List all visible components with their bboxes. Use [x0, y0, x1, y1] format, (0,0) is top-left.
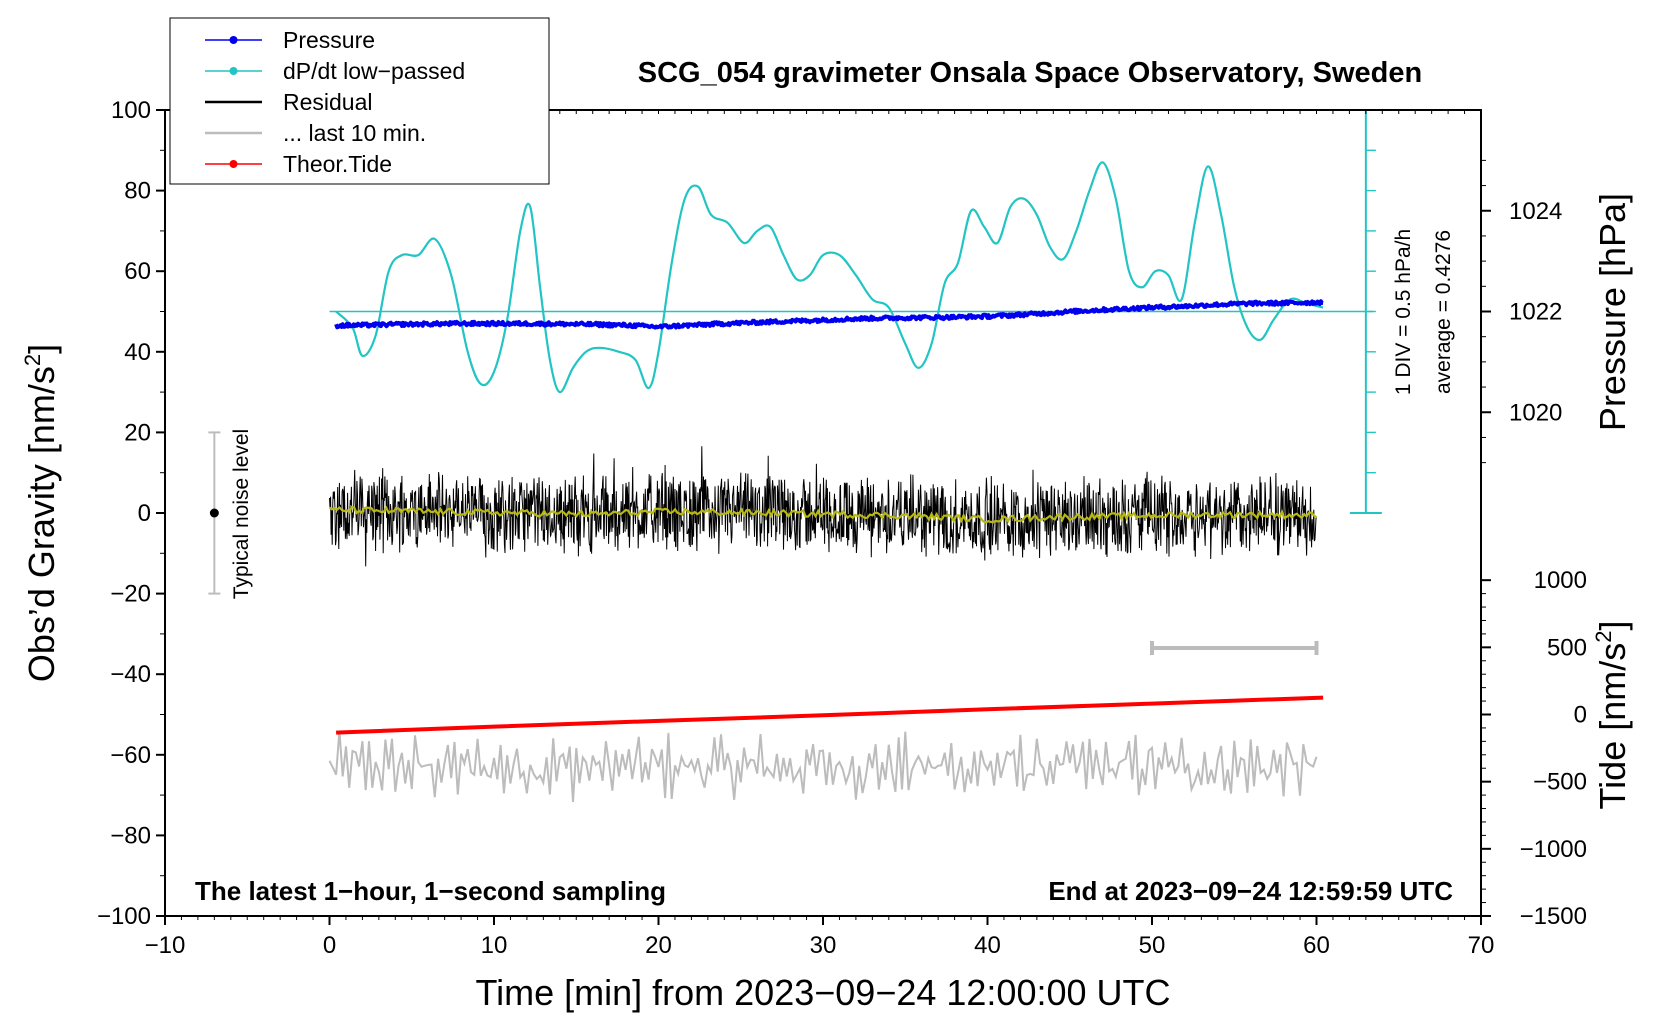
- legend-marker-0: [229, 36, 238, 44]
- bottom-right-note: End at 2023−09−24 12:59:59 UTC: [1048, 876, 1453, 906]
- residual-series-line: [329, 446, 1317, 567]
- pressure-series-layer: [334, 299, 1324, 330]
- average-note: average = 0.4276: [1432, 230, 1455, 394]
- x-axis-title: Time [min] from 2023−09−24 12:00:00 UTC: [475, 972, 1170, 1013]
- noise-level-layer: [208, 431, 221, 595]
- tide-tick-label-1: 500: [1547, 634, 1587, 661]
- y-tick-label-6: −20: [110, 581, 151, 608]
- x-tick-label-2: 10: [481, 932, 508, 959]
- dpdt-series-layer: [335, 161, 1324, 394]
- y-tick-label-1: 80: [124, 178, 151, 205]
- pressure-axis-title: Pressure [hPa]: [1592, 193, 1633, 431]
- y-tick-label-4: 20: [124, 419, 151, 446]
- noise-level-center-dot: [209, 508, 219, 518]
- legend-marker-1: [229, 67, 238, 75]
- tide-axis-title-sup: 2: [1591, 631, 1616, 643]
- last10-series-layer: [328, 730, 1318, 802]
- x-tick-label-6: 50: [1139, 932, 1166, 959]
- tide-tick-label-0: 1000: [1534, 567, 1587, 594]
- x-tick-label-4: 30: [810, 932, 837, 959]
- pressure-tick-label-0: 1024: [1509, 198, 1562, 225]
- tide-series-line: [336, 695, 1324, 735]
- legend-label-0: Pressure: [283, 27, 375, 53]
- tide-tick-label-2: 0: [1574, 702, 1587, 729]
- bottom-left-note: The latest 1−hour, 1−second sampling: [195, 876, 666, 906]
- tide-axis-title: Tide [nm/s2]: [1591, 621, 1633, 810]
- residual-series-layer: [329, 446, 1317, 567]
- x-tick-label-3: 20: [645, 932, 672, 959]
- x-tick-label-0: −10: [145, 932, 186, 959]
- y-axis-title-main: Obs’d Gravity [nm/s: [21, 366, 62, 682]
- y-tick-label-3: 40: [124, 339, 151, 366]
- y-tick-label-5: 0: [138, 500, 151, 527]
- tide-axis-title-main: Tide [nm/s: [1592, 643, 1633, 810]
- chart-title: SCG_054 gravimeter Onsala Space Observat…: [638, 57, 1422, 89]
- y-axis-ticks: 100 80 60 40 20 0 −20 −40 −60 −80 −100: [97, 97, 165, 930]
- pressure-axis-ticks: 1024 1022 1020: [1481, 159, 1562, 464]
- residual-smoothed-line: [328, 505, 1318, 524]
- y-tick-label-10: −100: [97, 903, 151, 930]
- y-tick-label-2: 60: [124, 258, 151, 285]
- tide-tick-label-5: −1500: [1520, 903, 1587, 930]
- pressure-tick-label-2: 1020: [1509, 399, 1562, 426]
- tide-axis-title-close: ]: [1592, 621, 1633, 631]
- x-tick-label-5: 40: [974, 932, 1001, 959]
- y-axis-title-sup: 2: [20, 354, 45, 366]
- y-tick-label-9: −80: [110, 822, 151, 849]
- tide-series-layer: [336, 695, 1324, 735]
- x-tick-label-7: 60: [1303, 932, 1330, 959]
- noise-level-label: Typical noise level: [230, 429, 253, 599]
- tide-axis-ticks: 1000 500 0 −500 −1000 −1500: [1481, 567, 1587, 930]
- legend-label-3: ... last 10 min.: [283, 120, 426, 146]
- last10-bar-layer: [1150, 641, 1319, 656]
- y-axis-title-close: ]: [21, 344, 62, 354]
- legend-marker-4: [229, 160, 238, 168]
- dpdt-series-line: [335, 161, 1324, 394]
- y-axis-title: Obs’d Gravity [nm/s2]: [20, 344, 62, 682]
- x-axis-ticks: −10 0 10 20 30 40 50 60 70: [145, 110, 1495, 959]
- pressure-tick-label-1: 1022: [1509, 299, 1562, 326]
- legend-label-2: Residual: [283, 89, 373, 115]
- legend-label-4: Theor.Tide: [283, 151, 392, 177]
- legend: Pressure dP/dt low−passed Residual ... last…: [169, 17, 550, 185]
- residual-smoothed-layer: [328, 505, 1318, 524]
- x-tick-label-1: 0: [323, 932, 336, 959]
- tide-tick-label-3: −500: [1533, 769, 1587, 796]
- y-tick-label-7: −40: [110, 661, 151, 688]
- div-note: 1 DIV = 0.5 hPa/h: [1392, 229, 1415, 395]
- y-tick-label-8: −60: [110, 742, 151, 769]
- pressure-series-line: [334, 299, 1324, 330]
- y-tick-label-0: 100: [111, 97, 151, 124]
- tide-tick-label-4: −1000: [1520, 836, 1587, 863]
- legend-label-1: dP/dt low−passed: [283, 58, 465, 84]
- last10-series-line: [328, 730, 1318, 802]
- x-tick-label-8: 70: [1468, 932, 1495, 959]
